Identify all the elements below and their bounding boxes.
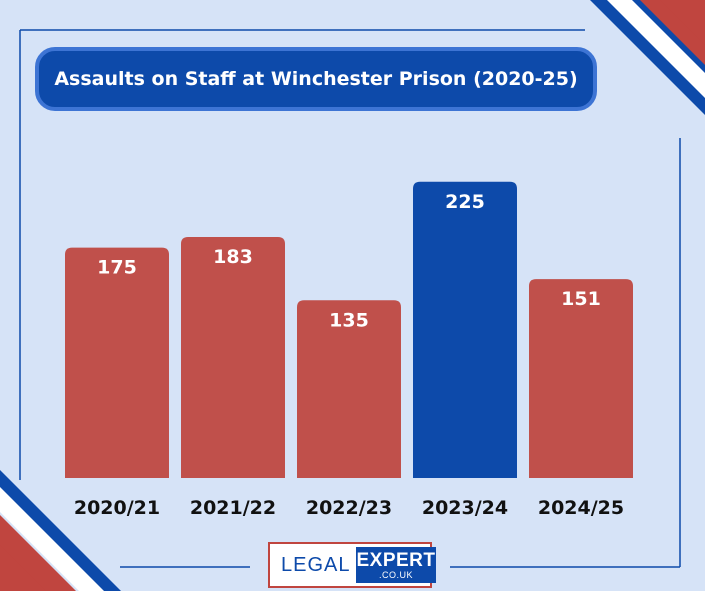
bar-value-label: 183 bbox=[213, 246, 253, 268]
logo-word-expert: EXPERT bbox=[356, 549, 436, 571]
decor-top-right-stripes bbox=[590, 0, 705, 115]
logo-word-legal: LEGAL bbox=[273, 547, 357, 583]
chart-title: Assaults on Staff at Winchester Prison (… bbox=[54, 68, 578, 90]
logo-domain: .CO.UK bbox=[378, 569, 413, 580]
bar-value-label: 135 bbox=[329, 309, 369, 331]
x-tick-label: 2023/24 bbox=[422, 497, 508, 519]
x-tick-label: 2021/22 bbox=[190, 497, 276, 519]
chart-title-banner: Assaults on Staff at Winchester Prison (… bbox=[35, 47, 597, 111]
bar-value-label: 225 bbox=[445, 191, 485, 213]
x-tick-label: 2024/25 bbox=[538, 497, 624, 519]
decor-bottom-left-stripes bbox=[0, 470, 121, 591]
bar-2020-21 bbox=[65, 247, 169, 478]
x-tick-label: 2022/23 bbox=[306, 497, 392, 519]
bar-2024-25 bbox=[529, 279, 633, 478]
bar-2021-22 bbox=[181, 237, 285, 478]
logo-expert-block: EXPERT .CO.UK bbox=[356, 547, 436, 583]
bar-value-label: 175 bbox=[97, 257, 137, 279]
bar-value-label: 151 bbox=[561, 288, 601, 310]
bars-layer: 175 2020/21 183 2021/22 135 2022/23 225 2023/24… bbox=[65, 181, 633, 519]
bar-2022-23 bbox=[297, 300, 401, 478]
x-tick-label: 2020/21 bbox=[74, 497, 160, 519]
bar-2023-24 bbox=[413, 181, 517, 478]
frame-lines bbox=[19, 29, 681, 568]
legal-expert-logo: LEGAL EXPERT .CO.UK bbox=[268, 542, 436, 588]
